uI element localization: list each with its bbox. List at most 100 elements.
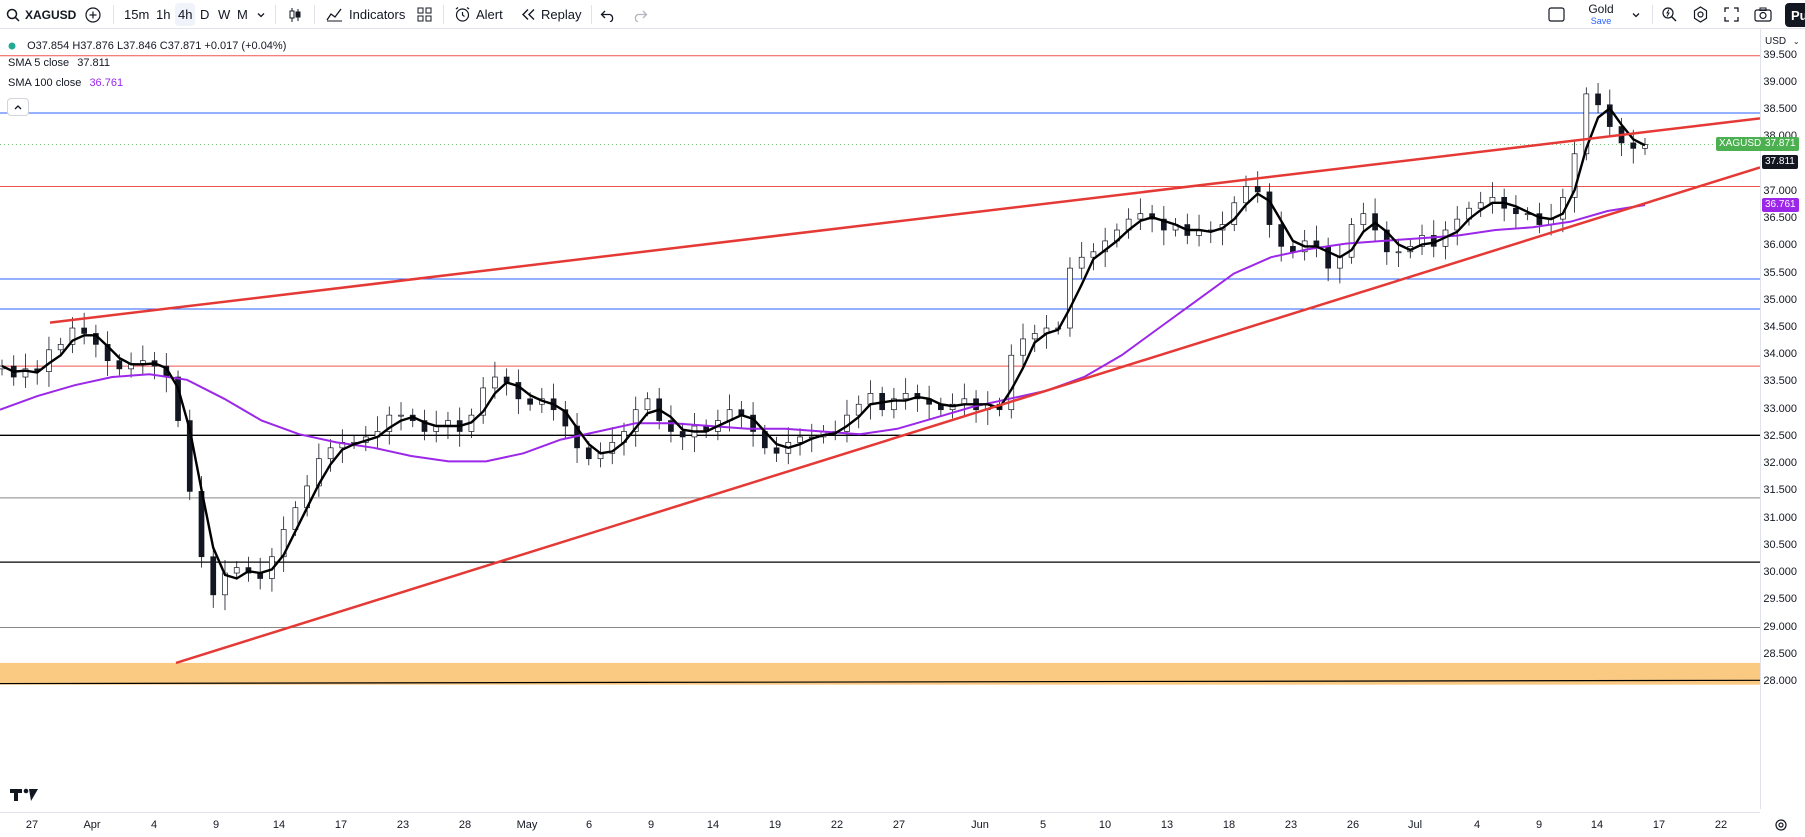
candle-body — [668, 420, 674, 432]
sma100-line — [0, 204, 1646, 463]
sma100-value: 36.761 — [89, 77, 124, 89]
candle-body — [1067, 267, 1073, 329]
axis-settings-gear-icon[interactable] — [1774, 818, 1788, 832]
interval-w[interactable]: W — [218, 7, 231, 22]
time-tick-label: 28 — [458, 819, 472, 831]
layout-dropdown[interactable] — [1631, 3, 1641, 26]
candle-body — [1020, 338, 1026, 356]
time-tick-label: 10 — [1098, 819, 1112, 831]
candle-body — [797, 436, 803, 443]
time-tick-label: 9 — [1535, 819, 1543, 831]
candle-body — [1360, 213, 1367, 225]
candle-body — [1243, 186, 1249, 204]
interval-1h[interactable]: 1h — [156, 7, 171, 22]
candle-body — [1031, 333, 1038, 340]
candle-body — [679, 431, 686, 438]
candle-body — [386, 414, 393, 432]
fullscreen-icon — [1724, 7, 1739, 22]
candle-body — [609, 442, 616, 454]
indicators-icon — [326, 8, 342, 22]
time-tick-label: Apr — [83, 819, 101, 831]
search-bolt-icon — [1662, 7, 1677, 22]
price-tick-label: 38.500 — [1763, 103, 1797, 116]
candle-body — [57, 344, 64, 351]
layout-name: Gold — [1588, 2, 1614, 16]
layout-name-block[interactable]: Gold Save — [1583, 3, 1619, 27]
plus-circle-icon — [85, 6, 101, 23]
candle-body — [327, 447, 334, 460]
time-tick-label: Jul — [1407, 819, 1423, 831]
legend-ohlc-row: O37.854 H37.876 L37.846 C37.871 +0.017 (… — [8, 37, 286, 55]
candle-body — [527, 398, 533, 405]
gear-icon — [1693, 6, 1708, 23]
time-tick-label: 22 — [1714, 819, 1728, 831]
publish-button[interactable]: Pu — [1785, 3, 1805, 27]
candle-body — [1419, 235, 1425, 247]
candle-body — [1254, 186, 1261, 193]
candle-body — [1160, 218, 1167, 231]
time-tick-label: 27 — [892, 819, 906, 831]
symbol-search[interactable]: XAGUSD — [6, 3, 76, 26]
candle-body — [1008, 354, 1015, 411]
interval-4h[interactable]: 4h — [175, 3, 196, 26]
symbol-price-badge: XAGUSD — [1716, 137, 1765, 152]
time-tick-label: Jun — [971, 819, 989, 831]
legend-collapse-button[interactable] — [7, 98, 29, 116]
candle-body — [1348, 224, 1355, 258]
chart-type-button[interactable] — [287, 3, 303, 26]
price-tick-label: 28.000 — [1763, 674, 1797, 687]
price-tick-label: 35.500 — [1763, 266, 1797, 279]
price-tick-label: 34.000 — [1763, 348, 1797, 361]
fullscreen-button[interactable] — [1724, 3, 1739, 26]
time-tick-label: 4 — [150, 819, 158, 831]
candle-body — [1231, 202, 1238, 225]
time-axis[interactable]: 27 Apr 4 9 14 17 23 28 May 6 9 14 19 22 27 Jun 5 10 13 18 23… — [0, 812, 1787, 837]
rewind-icon — [522, 9, 535, 20]
candle-body — [1266, 191, 1273, 225]
compare-button[interactable] — [85, 3, 101, 26]
time-tick-label: 14 — [1590, 819, 1604, 831]
legend-sma100-row[interactable]: SMA 100 close 36.761 — [8, 77, 123, 89]
layout-select-button[interactable] — [1548, 3, 1565, 26]
interval-m[interactable]: M — [237, 7, 248, 22]
candle-body — [1595, 93, 1601, 106]
quick-search-button[interactable] — [1661, 3, 1678, 26]
candle-body — [1536, 213, 1543, 225]
search-icon — [6, 8, 20, 22]
price-tick-label: 29.000 — [1763, 620, 1797, 633]
price-chart[interactable] — [0, 29, 1760, 812]
candle-body — [562, 409, 569, 427]
candle-body — [1290, 246, 1296, 253]
candle-body — [1090, 251, 1097, 258]
candle-body — [492, 376, 498, 389]
time-tick-label: 17 — [334, 819, 348, 831]
price-tick-label: 31.000 — [1763, 511, 1797, 524]
time-tick-label: 19 — [768, 819, 782, 831]
snapshot-button[interactable] — [1754, 3, 1772, 26]
settings-button[interactable] — [1692, 3, 1709, 26]
replay-button[interactable]: Replay — [521, 3, 581, 26]
candle-body — [750, 414, 756, 432]
candle-body — [644, 398, 651, 411]
undo-button[interactable] — [600, 3, 616, 26]
time-tick-label: 14 — [706, 819, 720, 831]
indicators-button[interactable]: Indicators — [326, 3, 405, 26]
redo-icon — [634, 10, 648, 22]
interval-15m[interactable]: 15m — [124, 7, 150, 22]
templates-button[interactable] — [417, 3, 432, 26]
legend-sma5-row[interactable]: SMA 5 close 37.811 — [8, 57, 110, 69]
support-zone — [0, 662, 1760, 685]
redo-button[interactable] — [632, 3, 648, 26]
alert-button[interactable]: Alert — [454, 3, 503, 26]
candle-body — [1513, 207, 1519, 215]
candle-body — [81, 327, 88, 334]
interval-dropdown[interactable] — [256, 3, 266, 26]
sma5-value: 37.811 — [77, 57, 111, 69]
time-tick-label: 26 — [1346, 819, 1360, 831]
candle-body — [186, 420, 193, 492]
currency-label[interactable]: USD ⌄ — [1765, 36, 1800, 47]
interval-d[interactable]: D — [200, 7, 210, 22]
price-tick-label: 30.500 — [1763, 538, 1797, 551]
time-tick-label: May — [516, 819, 538, 831]
candle-body — [210, 556, 217, 596]
